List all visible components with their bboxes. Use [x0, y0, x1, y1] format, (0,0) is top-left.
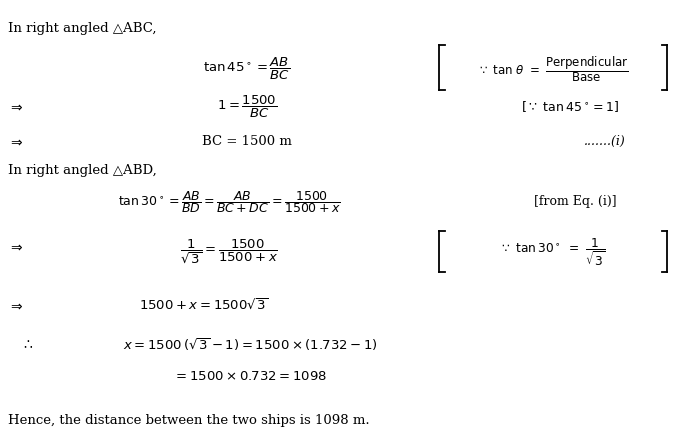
- Text: In right angled △ABD,: In right angled △ABD,: [8, 164, 157, 177]
- Text: $\Rightarrow$: $\Rightarrow$: [8, 240, 24, 254]
- Text: $\Rightarrow$: $\Rightarrow$: [8, 135, 24, 149]
- Text: $\tan 30^\circ = \dfrac{AB}{BD} = \dfrac{AB}{BC+DC} = \dfrac{1500}{1500+x}$: $\tan 30^\circ = \dfrac{AB}{BD} = \dfrac…: [118, 189, 341, 215]
- Text: $\because\ \tan 30^\circ\ =\ \dfrac{1}{\sqrt{3}}$: $\because\ \tan 30^\circ\ =\ \dfrac{1}{\…: [499, 236, 606, 268]
- Text: $[\because\ \tan 45^\circ = 1]$: $[\because\ \tan 45^\circ = 1]$: [521, 99, 619, 115]
- Text: Hence, the distance between the two ships is 1098 m.: Hence, the distance between the two ship…: [8, 413, 370, 427]
- Text: $\Rightarrow$: $\Rightarrow$: [8, 100, 24, 114]
- Text: $1500 + x = 1500\sqrt{3}$: $1500 + x = 1500\sqrt{3}$: [139, 298, 269, 313]
- Text: $\tan 45^\circ = \dfrac{AB}{BC}$: $\tan 45^\circ = \dfrac{AB}{BC}$: [203, 56, 291, 82]
- Text: [from Eq. (i)]: [from Eq. (i)]: [534, 195, 616, 208]
- Text: $= 1500 \times 0.732 = 1098$: $= 1500 \times 0.732 = 1098$: [173, 370, 327, 384]
- Text: $\because\ \tan\,\theta\ =\ \dfrac{\mathrm{Perpendicular}}{\mathrm{Base}}$: $\because\ \tan\,\theta\ =\ \dfrac{\math…: [477, 54, 628, 84]
- Text: .......(i): .......(i): [584, 135, 626, 149]
- Text: $\dfrac{1}{\sqrt{3}} = \dfrac{1500}{1500+x}$: $\dfrac{1}{\sqrt{3}} = \dfrac{1500}{1500…: [180, 238, 279, 266]
- Text: BC = 1500 m: BC = 1500 m: [202, 135, 292, 149]
- Text: $x = 1500\,(\sqrt{3}-1) = 1500 \times (1.732-1)$: $x = 1500\,(\sqrt{3}-1) = 1500 \times (1…: [123, 336, 377, 353]
- Text: $\therefore$: $\therefore$: [21, 337, 33, 351]
- Text: $1 = \dfrac{1500}{BC}$: $1 = \dfrac{1500}{BC}$: [217, 94, 277, 120]
- Text: $\Rightarrow$: $\Rightarrow$: [8, 298, 24, 313]
- Text: In right angled △ABC,: In right angled △ABC,: [8, 22, 157, 36]
